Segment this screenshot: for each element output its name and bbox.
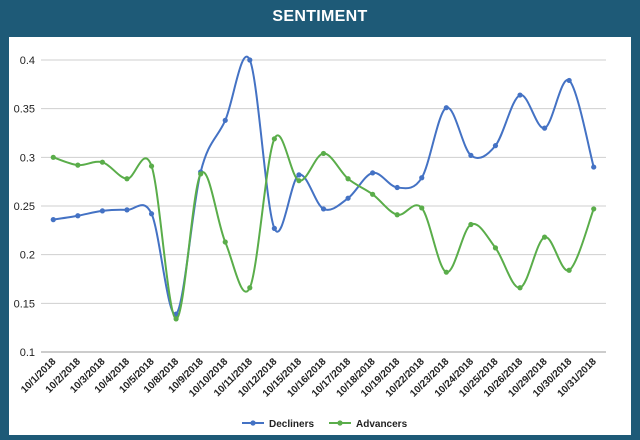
data-point-advancers (173, 316, 179, 322)
data-point-advancers (50, 154, 56, 160)
data-point-advancers (99, 159, 106, 165)
legend-marker-decliners (250, 420, 256, 426)
plot-card: 0.1 0.15 0.2 0.25 0.3 0.35 0.4 10/1/2018 10/2/20… (9, 37, 631, 435)
data-point-decliners (468, 152, 474, 158)
legend-label-advancers: Advancers (356, 419, 408, 430)
data-point-decliners (148, 211, 155, 217)
data-point-advancers (75, 162, 81, 168)
data-point-decliners (222, 117, 228, 123)
y-tick-label: 0.2 (20, 250, 35, 262)
y-tick-label: 0.35 (14, 104, 35, 116)
data-point-advancers (296, 178, 302, 184)
data-point-decliners (492, 143, 499, 149)
data-point-decliners (124, 207, 130, 213)
data-point-advancers (541, 234, 548, 240)
y-tick-label: 0.15 (14, 298, 35, 310)
series-line-decliners (53, 55, 595, 316)
data-point-decliners (345, 195, 351, 201)
y-tick-label: 0.3 (20, 152, 35, 164)
data-point-advancers (394, 212, 400, 218)
data-point-advancers (247, 285, 253, 291)
data-point-advancers (419, 205, 425, 211)
data-point-decliners (296, 172, 302, 178)
data-point-advancers (591, 206, 597, 212)
data-point-decliners (370, 170, 376, 176)
data-point-advancers (222, 239, 228, 245)
data-point-advancers (148, 163, 155, 169)
data-point-advancers (566, 267, 572, 273)
data-point-advancers (517, 285, 523, 291)
data-point-advancers (492, 245, 499, 251)
data-point-decliners (419, 175, 425, 181)
data-point-decliners (271, 225, 277, 231)
data-point-decliners (541, 125, 548, 131)
data-point-advancers (370, 191, 376, 197)
data-point-decliners (173, 311, 179, 317)
data-point-advancers (124, 176, 130, 182)
data-point-decliners (320, 206, 327, 212)
data-point-decliners (75, 213, 81, 219)
y-tick-label: 0.1 (20, 347, 35, 359)
data-point-decliners (50, 217, 56, 223)
series-line-advancers (52, 134, 595, 320)
data-point-decliners (247, 57, 253, 63)
data-point-decliners (591, 164, 597, 170)
legend-label-decliners: Decliners (269, 419, 314, 430)
data-point-decliners (566, 77, 572, 84)
data-point-advancers (320, 150, 327, 157)
data-point-advancers (345, 176, 351, 182)
data-point-decliners (394, 184, 400, 191)
data-point-advancers (468, 221, 474, 228)
data-point-advancers (443, 269, 449, 275)
chart-title: SENTIMENT (272, 8, 368, 25)
data-point-advancers (198, 171, 204, 177)
y-tick-label: 0.25 (14, 201, 35, 213)
data-point-decliners (517, 92, 523, 98)
line-chart: 0.10.150.20.250.30.350.410/1/201810/2/20… (14, 55, 606, 430)
legend-marker-advancers (337, 420, 343, 426)
y-tick-label: 0.4 (20, 55, 35, 67)
data-point-decliners (443, 105, 449, 111)
data-point-advancers (271, 136, 277, 142)
data-point-decliners (99, 208, 106, 214)
